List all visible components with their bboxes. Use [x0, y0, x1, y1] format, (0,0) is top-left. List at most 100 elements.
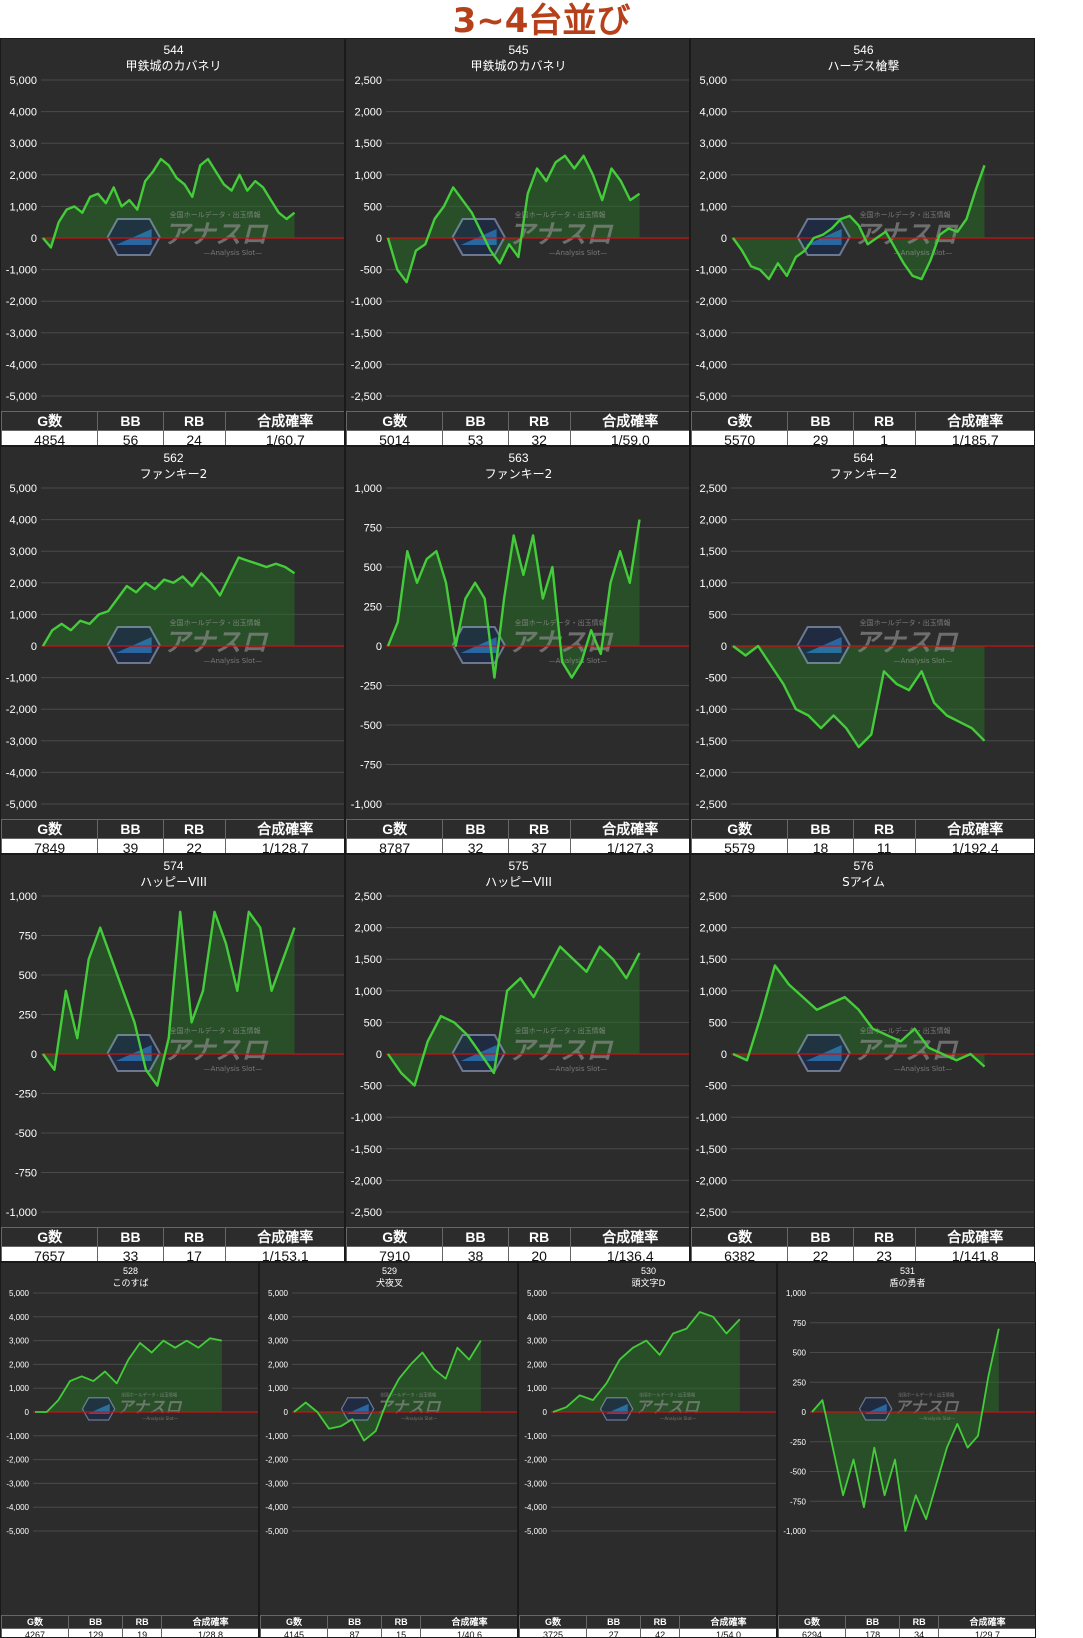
chart-title: 564	[853, 451, 873, 465]
chart-subtitle: Sアイム	[842, 875, 885, 889]
y-tick-label: 250	[793, 1378, 807, 1387]
y-tick-label: 1,500	[699, 954, 727, 966]
y-tick-label: -500	[360, 1081, 382, 1093]
y-tick-label: 2,000	[699, 515, 727, 527]
chart-subtitle: ファンキー2	[485, 467, 553, 481]
y-tick-label: 4,000	[9, 107, 37, 119]
header-bb: BB	[787, 819, 854, 839]
y-tick-label: 0	[376, 641, 382, 653]
y-tick-label: -2,000	[351, 359, 382, 371]
header-rb: RB	[381, 1615, 421, 1629]
series-area	[294, 1340, 481, 1441]
chart-title: 530	[641, 1266, 656, 1276]
stat-bb: 18	[787, 838, 854, 853]
header-games: G数	[691, 411, 789, 431]
header-bb: BB	[97, 411, 164, 431]
y-tick-label: -500	[705, 1081, 727, 1093]
series-line	[732, 644, 986, 749]
stat-rate: 1/127.3	[569, 838, 689, 853]
y-tick-label: -500	[15, 1128, 37, 1140]
header-bb: BB	[97, 819, 164, 839]
chart-panel-529: 529 犬夜叉 5,000 4,000 3,000 2,000 1,000 0 -1,000 -2…	[259, 1262, 518, 1638]
y-tick-label: 5,000	[9, 1289, 30, 1298]
stat-games: 4854	[1, 430, 99, 445]
header-rb: RB	[162, 1227, 226, 1247]
chart-subtitle: 頭文字D	[632, 1277, 666, 1289]
chart-title: 574	[163, 859, 183, 873]
stat-rb: 23	[852, 1246, 916, 1261]
chart-panel-574: 574 ハッピーVIII 1,000 750 500 250 0 -250 -500 -750 -1…	[0, 854, 345, 1262]
chart-panel-563: 563 ファンキー2 1,000 750 500 250 0 -250 -500 -750 -1,0…	[345, 446, 690, 854]
chart-subtitle: このすば	[112, 1278, 148, 1289]
y-tick-label: -500	[360, 265, 382, 277]
stat-rate: 1/29.7	[937, 1628, 1035, 1637]
chart-panel-531: 531 盾の勇者 1,000 750 500 250 0 -250 -500 -750 -1,000…	[777, 1262, 1036, 1638]
stat-games: 4267	[1, 1628, 70, 1637]
y-tick-label: -5,000	[6, 1527, 29, 1536]
y-tick-label: -750	[790, 1497, 807, 1506]
y-tick-label: 0	[31, 233, 37, 245]
chart-title: 546	[853, 43, 873, 57]
header-games: G数	[1, 411, 99, 431]
y-tick-label: 2,000	[354, 923, 382, 935]
y-tick-label: 3,000	[699, 138, 727, 150]
stat-rb: 15	[381, 1628, 421, 1637]
watermark-sub: —Analysis Slot—	[549, 1065, 607, 1073]
stat-bb: 178	[845, 1628, 901, 1637]
y-tick-label: 750	[364, 523, 382, 535]
y-tick-label: -1,000	[783, 1527, 806, 1536]
y-tick-label: 0	[721, 233, 727, 245]
series-area	[35, 1338, 222, 1412]
header-games: G数	[519, 1615, 588, 1629]
y-tick-label: -1,000	[696, 1112, 727, 1124]
chart-panel-528: 528 このすば 5,000 4,000 3,000 2,000 1,000 0 -1,000 -…	[0, 1262, 259, 1638]
stats-table: G数 BB RB 合成確率 6294 178 34 1/29.7	[778, 1615, 1035, 1637]
page-title: 3~4台並び	[452, 1, 631, 41]
y-tick-label: 500	[709, 1017, 727, 1029]
series-area	[812, 1328, 999, 1531]
logo-wedge-icon	[115, 229, 152, 246]
y-tick-label: 1,000	[9, 891, 37, 903]
watermark-sub: —Analysis Slot—	[660, 1416, 697, 1422]
chart-panel-576: 576 Sアイム 2,500 2,000 1,500 1,000 500 0 -500 -1,00…	[690, 854, 1035, 1262]
watermark-logo: アナスロ—Analysis Slot— 全国ホールデータ・出玉情報	[796, 1026, 959, 1073]
y-tick-label: -250	[790, 1438, 807, 1447]
series-line	[41, 556, 296, 647]
chart-subtitle: ハーデス槍撃	[827, 58, 899, 73]
watermark-top: 全国ホールデータ・出玉情報	[170, 210, 261, 219]
y-tick-label: 5,000	[699, 75, 727, 87]
stats-table: G数 BB RB 合成確率 5014 53 32 1/59.0	[346, 411, 689, 445]
stat-rb: 19	[122, 1628, 162, 1637]
header-bb: BB	[442, 411, 509, 431]
watermark-top: 全国ホールデータ・出玉情報	[380, 1391, 437, 1398]
y-tick-label: 4,000	[527, 1313, 548, 1322]
y-tick-label: 5,000	[9, 483, 37, 495]
stat-bb: 33	[97, 1246, 164, 1261]
stat-rb: 32	[507, 430, 571, 445]
y-tick-label: 500	[19, 970, 37, 982]
chart-svg: 576 Sアイム 2,500 2,000 1,500 1,000 500 0 -500 -1,00…	[696, 859, 1034, 1219]
chart-svg: 562 ファンキー2 5,000 4,000 3,000 2,000 1,000 0 -1,00…	[6, 451, 344, 811]
y-tick-label: -500	[360, 720, 382, 732]
y-tick-label: -1,000	[351, 799, 382, 811]
y-tick-label: 3,000	[9, 138, 37, 150]
stat-bb: 129	[68, 1628, 124, 1637]
header-rb: RB	[507, 819, 571, 839]
header-games: G数	[1, 1615, 70, 1629]
chart-subtitle: 甲鉄城のカバネリ	[125, 58, 221, 73]
header-rb: RB	[852, 1227, 916, 1247]
chart-panel-575: 575 ハッピーVIII 2,500 2,000 1,500 1,000 500 0 -500 -…	[345, 854, 690, 1262]
y-tick-label: -1,000	[524, 1432, 547, 1441]
chart-svg: 574 ハッピーVIII 1,000 750 500 250 0 -250 -500 -750 -1…	[6, 859, 344, 1219]
header-bb: BB	[442, 819, 509, 839]
watermark-top: 全国ホールデータ・出玉情報	[860, 1026, 951, 1035]
stat-rate: 1/185.7	[914, 430, 1034, 445]
y-tick-label: -1,500	[351, 1144, 382, 1156]
watermark-main: アナスロ	[509, 220, 614, 250]
y-tick-label: -500	[790, 1468, 807, 1477]
series-line	[732, 164, 986, 281]
watermark-top: 全国ホールデータ・出玉情報	[170, 618, 261, 627]
watermark-main: アナスロ	[509, 1036, 614, 1066]
header-rb: RB	[852, 411, 916, 431]
stats-table: G数 BB RB 合成確率 7657 33 17 1/153.1	[1, 1227, 344, 1261]
